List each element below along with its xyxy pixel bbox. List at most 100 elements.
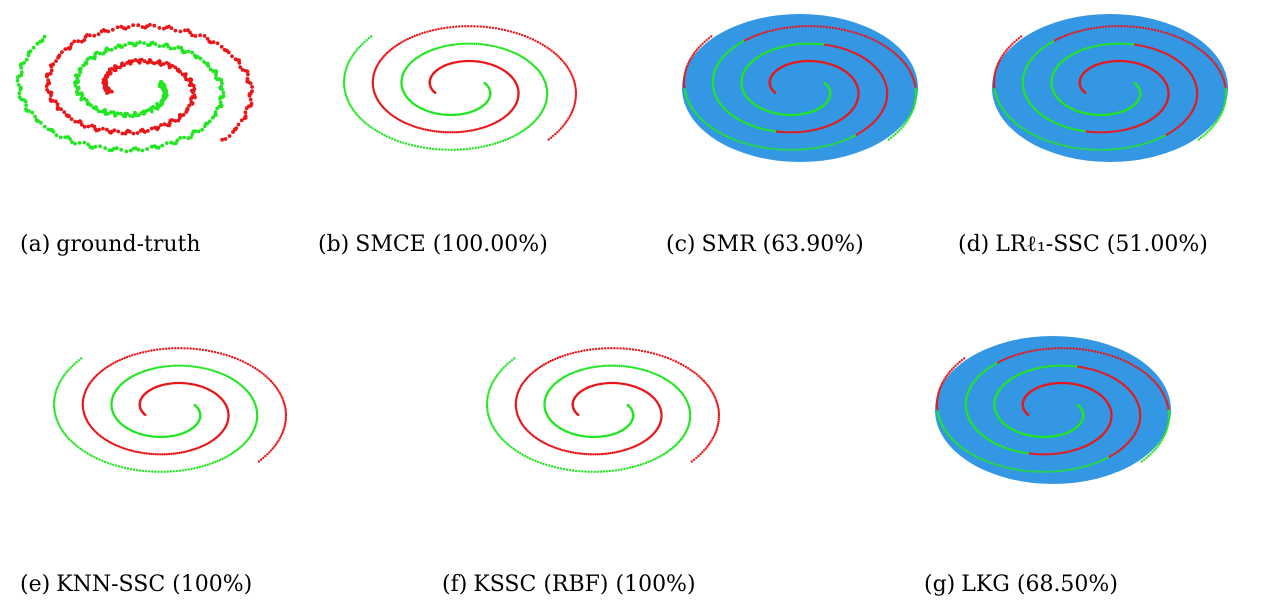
point-class-b (1048, 365, 1051, 368)
point-class-b (627, 365, 630, 368)
point-class-b (682, 81, 686, 85)
point-class-a (88, 33, 92, 38)
point-class-b (82, 140, 87, 145)
point-class-a (145, 452, 148, 455)
point-class-a (869, 37, 872, 40)
point-class-b (510, 359, 514, 362)
point-class-b (456, 148, 459, 151)
point-class-b (60, 378, 63, 381)
graph-edge (1071, 40, 1201, 159)
point-class-a (479, 25, 482, 28)
point-class-a (611, 451, 614, 454)
point-class-b (1103, 148, 1106, 151)
point-class-b (542, 462, 545, 466)
point-class-b (159, 366, 162, 369)
point-class-b (742, 141, 745, 144)
point-class-b (42, 124, 47, 129)
point-class-a (132, 450, 135, 453)
point-class-a (1001, 358, 1005, 362)
point-class-a (237, 61, 242, 65)
point-class-a (789, 26, 792, 29)
point-class-a (1137, 124, 1141, 127)
point-class-b (56, 384, 60, 387)
graph-edge (937, 423, 1164, 436)
point-class-a (598, 453, 601, 456)
point-class-b (512, 447, 515, 450)
point-class-b (787, 44, 790, 47)
point-class-a (169, 26, 174, 30)
point-class-a (786, 26, 789, 29)
point-class-b (644, 369, 647, 372)
point-class-b (952, 366, 955, 369)
point-class-b (997, 100, 1000, 103)
point-class-b (644, 461, 648, 465)
point-class-a (554, 52, 557, 56)
point-class-a (1139, 368, 1142, 371)
point-class-b (227, 454, 231, 457)
point-class-b (886, 93, 889, 96)
point-class-a (112, 362, 115, 365)
point-class-b (1149, 46, 1152, 50)
point-class-a (1219, 71, 1222, 74)
point-class-a (139, 451, 142, 454)
point-class-b (1112, 453, 1116, 456)
point-class-a (556, 54, 559, 57)
point-class-b (147, 107, 152, 112)
point-class-a (689, 368, 692, 371)
point-class-b (198, 56, 203, 61)
point-class-a (491, 26, 495, 30)
point-class-a (592, 453, 595, 456)
point-class-a (1209, 57, 1213, 61)
point-class-b (66, 435, 69, 439)
point-class-a (115, 444, 119, 447)
point-class-b (1115, 147, 1118, 151)
point-class-a (94, 375, 97, 378)
point-class-b (172, 141, 177, 146)
point-class-b (703, 40, 706, 44)
point-class-a (1165, 399, 1168, 402)
point-class-b (160, 143, 165, 148)
point-class-b (958, 444, 961, 447)
point-class-b (147, 368, 150, 372)
point-class-a (451, 131, 454, 134)
point-class-a (586, 348, 589, 352)
point-class-b (565, 468, 569, 471)
point-class-b (935, 405, 939, 409)
point-class-b (90, 454, 94, 458)
point-class-b (428, 147, 432, 150)
point-class-a (1057, 452, 1060, 455)
point-class-a (558, 56, 561, 59)
point-class-b (656, 373, 659, 377)
point-class-a (437, 130, 441, 133)
point-class-b (97, 51, 102, 56)
point-class-a (434, 28, 437, 31)
point-class-a (987, 367, 990, 370)
point-class-b (745, 142, 748, 145)
point-class-b (120, 45, 124, 49)
point-class-a (1162, 393, 1165, 396)
point-class-a (1138, 26, 1142, 29)
point-class-b (157, 44, 162, 48)
point-class-b (220, 87, 224, 92)
point-class-b (1112, 376, 1115, 380)
point-class-b (425, 146, 429, 150)
point-class-a (191, 83, 196, 88)
point-class-a (201, 348, 205, 352)
point-class-a (789, 131, 792, 134)
point-class-b (1006, 48, 1009, 51)
point-class-a (569, 352, 572, 355)
point-class-a (702, 379, 706, 383)
point-class-a (186, 450, 189, 453)
point-class-b (784, 148, 787, 151)
point-class-a (1150, 28, 1154, 31)
point-class-a (449, 26, 452, 29)
point-class-b (256, 415, 259, 418)
panel-ground-truth (0, 0, 270, 180)
point-class-b (86, 101, 90, 106)
point-class-b (213, 113, 218, 118)
spiral-plot-a (15, 22, 255, 154)
point-class-a (1149, 376, 1152, 379)
point-class-a (1015, 450, 1018, 453)
point-class-b (473, 42, 476, 45)
point-class-a (238, 65, 243, 69)
